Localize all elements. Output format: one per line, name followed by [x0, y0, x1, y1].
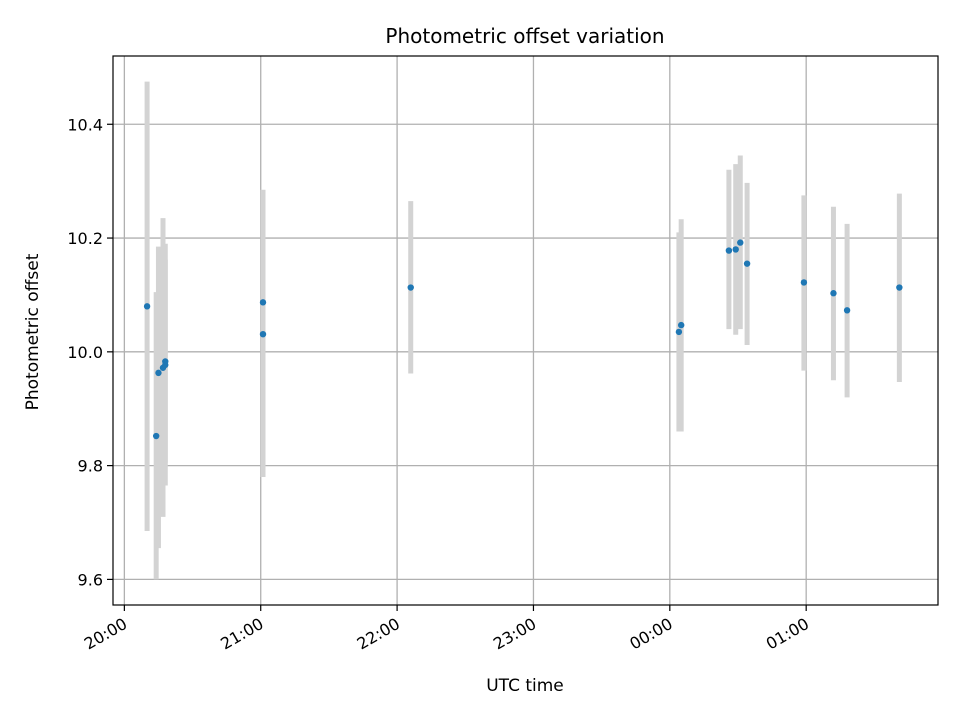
y-tick-label: 9.8	[78, 457, 103, 476]
data-point	[830, 290, 837, 297]
data-point	[162, 358, 169, 365]
chart-title: Photometric offset variation	[385, 24, 664, 48]
data-point	[843, 307, 851, 314]
data-points	[143, 239, 903, 440]
data-point	[259, 330, 267, 338]
y-tick-label: 10.0	[67, 343, 103, 362]
plot-area-frame	[112, 55, 939, 606]
data-point	[737, 239, 744, 246]
data-point	[743, 260, 751, 267]
data-point	[800, 279, 808, 286]
y-tick-label: 9.6	[78, 570, 103, 589]
data-point	[259, 299, 267, 306]
y-tick-label: 10.2	[67, 229, 103, 248]
y-axis-title: Photometric offset	[23, 253, 43, 410]
data-point	[155, 369, 162, 377]
data-point	[675, 328, 683, 336]
data-point	[143, 303, 151, 310]
data-point	[407, 284, 414, 291]
data-point	[677, 321, 685, 329]
x-axis-title: UTC time	[486, 676, 564, 696]
data-point	[896, 284, 903, 291]
data-point	[725, 247, 733, 254]
data-point	[152, 432, 160, 440]
y-tick-label: 10.4	[67, 115, 103, 134]
data-point	[732, 246, 739, 253]
y-axis-ticks: 9.6 9.8 10.0 10.2 10.4	[67, 115, 113, 589]
